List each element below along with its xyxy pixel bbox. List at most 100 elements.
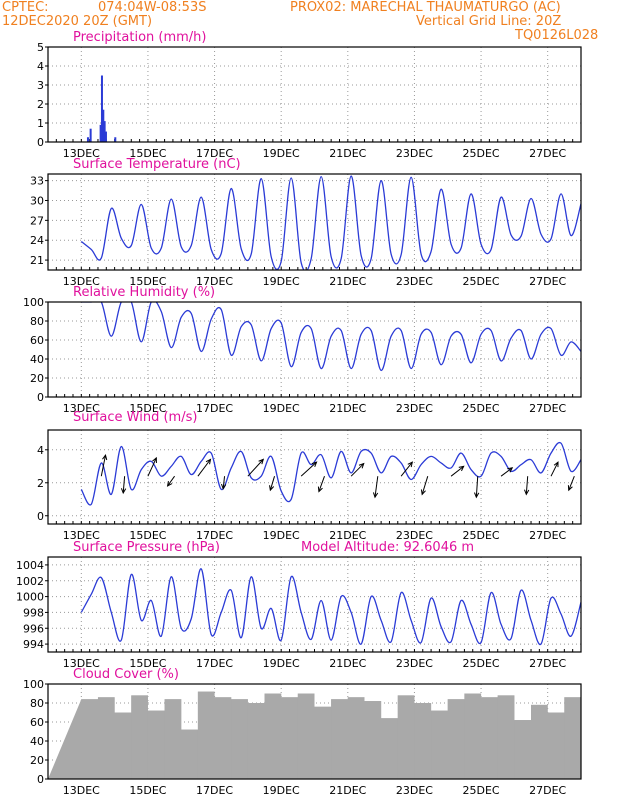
y-tick-label: 33 xyxy=(30,175,44,188)
y-tick-label: 0 xyxy=(37,510,44,523)
series-line xyxy=(80,441,581,506)
x-tick-label: 17DEC xyxy=(196,275,233,288)
panel-data xyxy=(48,691,581,779)
panel-4: Surface Pressure (hPa) Model Altitude: 92… xyxy=(16,540,582,670)
x-tick-label: 27DEC xyxy=(529,657,566,670)
y-tick-label: 20 xyxy=(30,372,44,385)
x-tick-label: 21DEC xyxy=(329,529,366,542)
x-tick-label: 25DEC xyxy=(463,784,500,797)
x-tick-label: 15DEC xyxy=(129,147,166,160)
wind-arrow-head xyxy=(407,461,414,468)
panel-5: Cloud Cover (%) 0 20 40 60 80 100 13DEC 15DEC 17D… xyxy=(23,667,582,797)
panel-title: Cloud Cover (%) xyxy=(73,667,179,682)
precip-bar xyxy=(102,109,105,142)
x-tick-label: 15DEC xyxy=(129,657,166,670)
x-tick-label: 15DEC xyxy=(129,275,166,288)
y-tick-label: 3 xyxy=(37,79,44,92)
x-tick-label: 25DEC xyxy=(463,147,500,160)
wind-arrow-head xyxy=(473,492,480,499)
panel-title: Relative Humidity (%) xyxy=(73,285,215,300)
cloud-cover-bar xyxy=(214,697,232,779)
x-tick-label: 15DEC xyxy=(129,784,166,797)
cloud-cover-bar xyxy=(114,712,132,779)
cloud-cover-bar xyxy=(281,697,298,779)
precip-bar xyxy=(103,121,106,142)
wind-arrow xyxy=(550,461,559,477)
precip-bar xyxy=(104,131,107,142)
y-tick-label: 100 xyxy=(23,296,44,309)
x-tick-label: 23DEC xyxy=(396,402,433,415)
x-tick-label: 19DEC xyxy=(263,402,300,415)
x-tick-label: 27DEC xyxy=(529,784,566,797)
wind-arrow xyxy=(197,459,211,477)
panel-frame xyxy=(47,683,582,780)
y-tick-label: 2 xyxy=(37,477,44,490)
wind-arrow xyxy=(269,476,276,491)
wind-arrow-head xyxy=(458,465,465,472)
x-tick-label: 23DEC xyxy=(396,657,433,670)
y-tick-label: 30 xyxy=(30,194,44,207)
x-tick-label: 13DEC xyxy=(63,784,100,797)
panel-1: Surface Temperature (nC) 21 24 27 30 33 13DEC 1… xyxy=(30,157,582,288)
y-tick-label: 40 xyxy=(30,353,44,366)
wind-arrow-head xyxy=(152,456,157,463)
x-tick-label: 13DEC xyxy=(63,275,100,288)
cloud-cover-bar xyxy=(97,697,115,779)
panel-title: Surface Temperature (nC) xyxy=(73,157,241,172)
panel-frame xyxy=(47,173,582,271)
y-tick-label: 24 xyxy=(30,234,44,247)
wind-arrow-head xyxy=(258,458,265,465)
x-tick-label: 21DEC xyxy=(329,784,366,797)
y-tick-label: 100 xyxy=(23,678,44,691)
panel-frame xyxy=(47,46,582,143)
cloud-cover-bar xyxy=(314,706,332,779)
precip-bar xyxy=(86,137,89,142)
cloud-cover-bar xyxy=(81,699,98,779)
header-station: PROX02: MARECHAL THAUMATURGO (AC) xyxy=(290,0,561,15)
x-tick-label: 27DEC xyxy=(529,147,566,160)
panel-frame xyxy=(47,429,582,525)
cloud-cover-bar xyxy=(247,703,265,779)
cloud-cover-bar xyxy=(414,703,432,779)
x-tick-label: 21DEC xyxy=(329,402,366,415)
x-tick-label: 17DEC xyxy=(196,529,233,542)
wind-arrow-head xyxy=(166,480,173,487)
y-tick-label: 5 xyxy=(37,41,44,54)
x-tick-label: 19DEC xyxy=(263,529,300,542)
y-tick-label: 80 xyxy=(30,697,44,710)
wind-arrow xyxy=(475,476,479,498)
x-tick-label: 23DEC xyxy=(396,784,433,797)
x-tick-label: 13DEC xyxy=(63,657,100,670)
series-line xyxy=(81,302,581,372)
wind-arrow-head xyxy=(269,485,275,492)
wind-arrow xyxy=(568,475,575,491)
wind-arrow-head xyxy=(553,461,559,468)
wind-arrow-head xyxy=(507,467,514,473)
y-tick-label: 998 xyxy=(23,606,44,619)
panel-frame xyxy=(47,301,582,398)
x-tick-label: 23DEC xyxy=(396,275,433,288)
wind-arrow-head xyxy=(372,492,379,499)
wind-arrow-head xyxy=(358,462,365,469)
x-tick-label: 17DEC xyxy=(196,147,233,160)
panel-3: Surface Wind (m/s) 0 2 4 13DEC 15DEC 17DEC 19DE… xyxy=(37,410,582,542)
cloud-cover-bar xyxy=(264,693,282,779)
x-tick-label: 13DEC xyxy=(63,147,100,160)
cloud-cover-bar xyxy=(397,695,415,779)
wind-arrow-head xyxy=(311,461,318,467)
precip-bar xyxy=(99,124,102,142)
wind-arrow xyxy=(421,476,429,495)
header-coords: 074:04W-08:53S xyxy=(98,0,207,15)
cloud-cover-bar xyxy=(131,695,148,779)
wind-arrow xyxy=(222,476,226,489)
y-tick-label: 1002 xyxy=(16,575,44,588)
x-tick-label: 19DEC xyxy=(263,147,300,160)
x-tick-label: 17DEC xyxy=(196,402,233,415)
y-tick-label: 4 xyxy=(37,444,44,457)
panel-data xyxy=(80,568,581,646)
cloud-cover-bar xyxy=(564,697,581,779)
x-tick-label: 21DEC xyxy=(329,275,366,288)
y-tick-label: 60 xyxy=(30,334,44,347)
panel-title: Precipitation (mm/h) xyxy=(73,30,206,45)
